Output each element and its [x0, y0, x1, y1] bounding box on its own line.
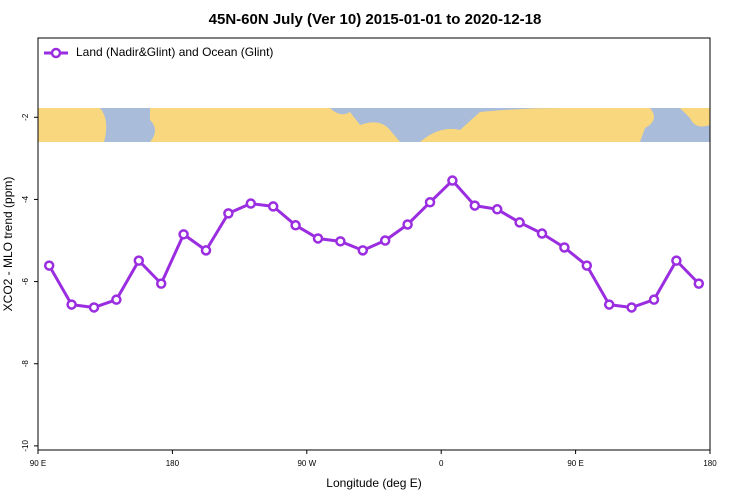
y-tick-label: -6 [21, 277, 30, 285]
plot-frame [37, 37, 711, 451]
point [267, 201, 279, 212]
point [424, 197, 436, 208]
legend: Land (Nadir&Glint) and Ocean (Glint) [44, 45, 273, 59]
y-tick-label: -8 [21, 360, 30, 368]
point [155, 278, 167, 289]
y-tick-label: -2 [21, 113, 30, 121]
y-axis-label: XCO2 - MLO trend (ppm) [1, 177, 15, 312]
x-axis-label: Longitude (deg E) [326, 476, 421, 490]
point [43, 260, 55, 271]
chart-title: 45N-60N July (Ver 10) 2015-01-01 to 2020… [209, 11, 542, 28]
point [290, 220, 301, 231]
point [581, 260, 593, 271]
point [223, 208, 234, 219]
x-tick-label: 0 [439, 459, 444, 468]
point [671, 255, 682, 266]
legend-label: Land (Nadir&Glint) and Ocean (Glint) [76, 45, 273, 59]
point [514, 217, 525, 228]
x-tick-label: 90 E [30, 459, 46, 468]
point [469, 200, 481, 211]
point [88, 302, 100, 313]
y-tick-label: -10 [21, 440, 30, 452]
point [245, 198, 257, 209]
x-tick-label: 90 E [567, 459, 583, 468]
point [335, 236, 346, 247]
point [66, 299, 77, 310]
x-tick-label: 180 [166, 459, 180, 468]
point [693, 278, 705, 289]
y-tick-label: -4 [21, 195, 30, 203]
point [133, 255, 145, 266]
point [447, 175, 458, 186]
series-line [47, 179, 700, 309]
point [626, 302, 637, 313]
point [648, 294, 660, 305]
point [559, 242, 570, 253]
point [536, 228, 548, 239]
point [200, 245, 212, 256]
x-tick-label: 180 [703, 459, 717, 468]
point [491, 204, 503, 215]
x-tick-label: 90 W [297, 459, 316, 468]
point [402, 219, 413, 230]
point [312, 233, 324, 244]
map-strip [38, 108, 710, 142]
point [379, 235, 391, 246]
legend-marker [50, 47, 62, 59]
point [111, 294, 122, 305]
point [603, 299, 615, 310]
point [178, 229, 189, 240]
point [357, 245, 369, 256]
